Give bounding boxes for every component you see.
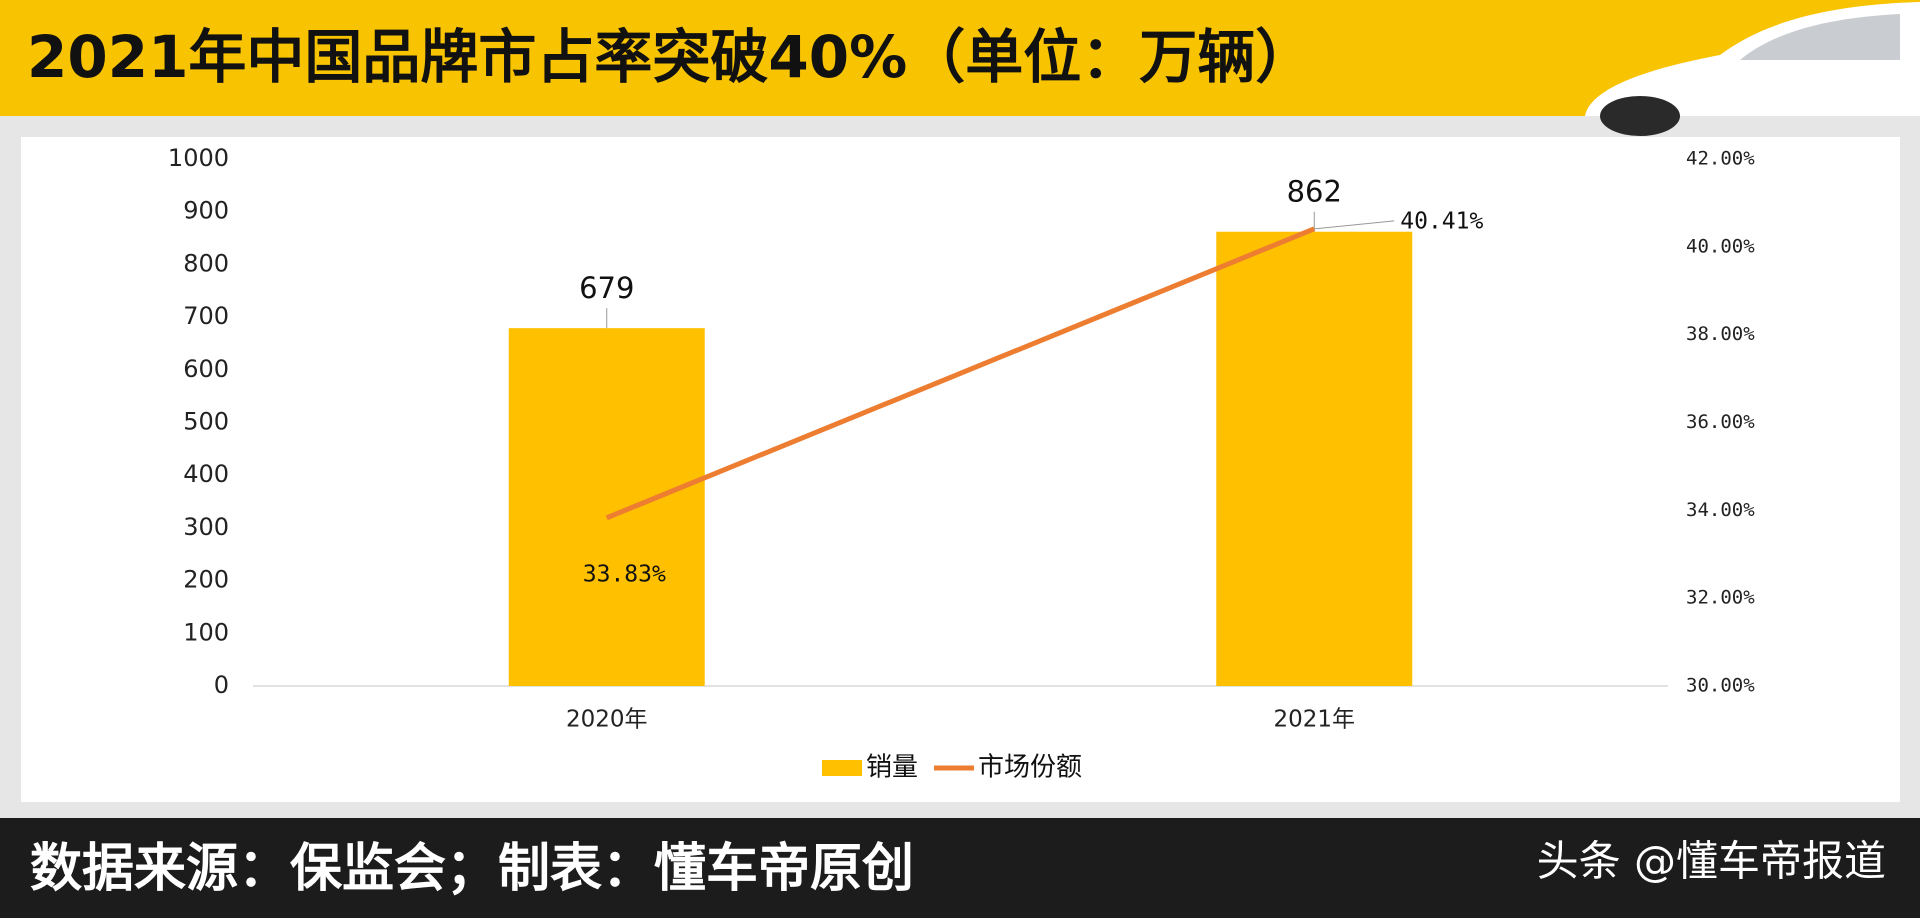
label-leader	[1314, 220, 1395, 230]
y2-tick-label: 40.00%	[1686, 235, 1755, 257]
source-note: 数据来源：保监会；制表：懂车帝原创	[30, 839, 914, 899]
y-tick-label: 700	[183, 302, 229, 330]
line	[605, 226, 1316, 521]
y2-tick-label: 36.00%	[1686, 411, 1755, 433]
y2-tick-label: 32.00%	[1686, 587, 1755, 609]
footer-bar	[0, 818, 1920, 918]
y-tick-label: 100	[183, 618, 229, 646]
car-decoration	[1585, 2, 1920, 136]
data-label: 862	[1287, 175, 1342, 209]
y-tick-label: 800	[183, 249, 229, 277]
y-tick-label: 1000	[168, 144, 229, 172]
data-label: 679	[579, 271, 634, 305]
chart-title: 2021年中国品牌市占率突破40%（单位：万辆）	[27, 23, 1313, 91]
data-label: 33.83%	[583, 561, 666, 587]
legend-swatch	[822, 760, 862, 776]
y2-tick-label: 38.00%	[1686, 323, 1755, 345]
bar	[508, 328, 705, 686]
legend-label: 销量	[866, 753, 918, 783]
y2-tick-label: 42.00%	[1686, 148, 1755, 170]
x-tick-label: 2021年	[1273, 707, 1355, 733]
y-tick-label: 0	[214, 671, 229, 699]
y-tick-label: 900	[183, 197, 229, 225]
y-tick-label: 400	[183, 460, 229, 488]
y-tick-label: 200	[183, 566, 229, 594]
x-tick-label: 2020年	[566, 707, 648, 733]
bar	[1216, 231, 1413, 686]
data-label: 40.41%	[1400, 208, 1483, 234]
legend-label: 市场份额	[978, 753, 1082, 783]
plot-panel	[21, 137, 1900, 802]
y-tick-label: 600	[183, 355, 229, 383]
y-tick-label: 300	[183, 513, 229, 541]
y2-tick-label: 30.00%	[1686, 675, 1755, 697]
y-tick-label: 500	[183, 408, 229, 436]
y2-tick-label: 34.00%	[1686, 499, 1755, 521]
watermark: 头条 @懂车帝报道	[1537, 837, 1886, 886]
